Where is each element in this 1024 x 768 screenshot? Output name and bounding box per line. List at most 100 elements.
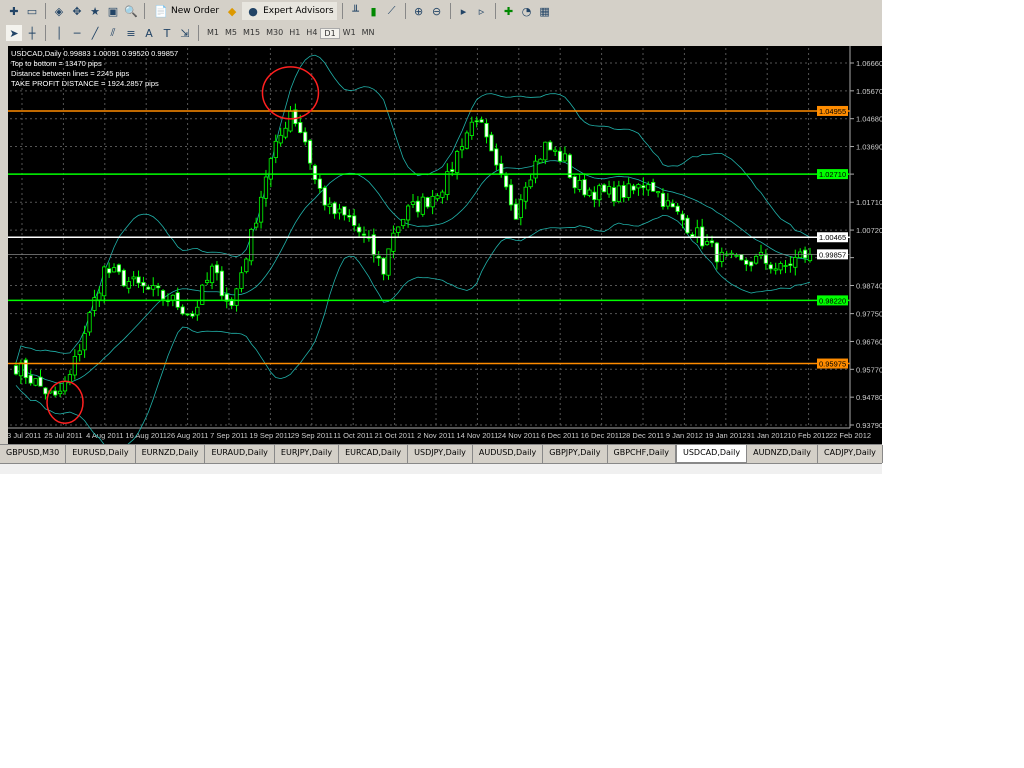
- candle-body: [606, 186, 612, 195]
- chart-tab[interactable]: USDCAD,Daily: [676, 445, 748, 463]
- timeframe-h1[interactable]: H1: [289, 27, 301, 37]
- periods-icon[interactable]: ◔: [521, 4, 532, 18]
- candle-body: [670, 203, 675, 208]
- fibonacci-icon[interactable]: ≡: [126, 26, 136, 40]
- zoom-out-icon[interactable]: ⊖: [431, 4, 442, 18]
- candle-body: [195, 306, 200, 316]
- arrows-icon[interactable]: ⇲: [180, 26, 190, 40]
- line-chart-icon[interactable]: ⟋: [387, 4, 396, 17]
- candle-body: [719, 251, 724, 262]
- chart-tab[interactable]: GBPJPY,Daily: [543, 445, 608, 463]
- chart-tab[interactable]: EURNZD,Daily: [136, 445, 206, 463]
- candle-body: [523, 186, 528, 202]
- candle-body: [160, 290, 166, 300]
- templates-icon[interactable]: ▦: [539, 4, 550, 18]
- channel-icon[interactable]: ⫽: [110, 26, 116, 39]
- vertical-line-icon[interactable]: │: [55, 26, 63, 40]
- candle-body: [518, 199, 523, 218]
- candle-body: [626, 183, 631, 198]
- candle-body: [445, 171, 450, 195]
- chart-tab[interactable]: AUDNZD,Daily: [747, 445, 819, 463]
- expert-advisors-button[interactable]: ● Expert Advisors: [242, 2, 337, 20]
- price-level-label: 0.95975: [819, 360, 846, 369]
- candle-body: [528, 179, 533, 188]
- timeframe-m30[interactable]: M30: [266, 27, 284, 37]
- price-level-label: 1.04955: [819, 107, 846, 116]
- horizontal-line-icon[interactable]: ─: [73, 26, 81, 40]
- date-tick-label: 4 Aug 2011: [86, 431, 123, 440]
- candle-body: [234, 288, 239, 306]
- chart-tab[interactable]: AUDUSD,Daily: [473, 445, 544, 463]
- tester-icon[interactable]: 🔍: [124, 4, 138, 18]
- candle-body: [430, 195, 435, 208]
- chart-tab[interactable]: EURAUD,Daily: [205, 445, 275, 463]
- bar-chart-icon[interactable]: ╨: [352, 4, 359, 18]
- new-chart-icon[interactable]: ✚: [9, 4, 19, 18]
- candle-body: [298, 122, 303, 134]
- data-window-icon[interactable]: ✥: [72, 4, 82, 18]
- timeframe-mn[interactable]: MN: [361, 27, 375, 37]
- timeframe-w1[interactable]: W1: [342, 27, 356, 37]
- cursor-icon[interactable]: ➤: [6, 25, 22, 41]
- candle-body: [58, 390, 63, 395]
- candlestick-icon[interactable]: ▮: [370, 4, 377, 18]
- new-order-button[interactable]: 📄 New Order: [150, 2, 222, 20]
- candle-body: [513, 203, 519, 220]
- candle-body: [156, 285, 161, 289]
- candle-body: [180, 306, 185, 315]
- candle-body: [557, 150, 563, 162]
- price-tick-label: 1.06660: [856, 59, 882, 68]
- indicators-icon[interactable]: ✚: [503, 4, 514, 18]
- candle-body: [499, 163, 504, 175]
- navigator-icon[interactable]: ★: [90, 4, 100, 18]
- crosshair-icon[interactable]: ┼: [28, 26, 36, 40]
- expert-advisors-icon: ●: [248, 4, 258, 18]
- autoscroll-icon[interactable]: ▸: [460, 4, 467, 18]
- chart-tab[interactable]: USDJPY,Daily: [408, 445, 473, 463]
- price-chart[interactable]: 1.06660 1.05670 1.04680 1.03690 1.01710 1.007…: [3, 46, 883, 451]
- timeframe-d1[interactable]: D1: [320, 27, 340, 39]
- chart-tab[interactable]: GBPUSD,M30: [0, 445, 67, 463]
- zoom-in-icon[interactable]: ⊕: [413, 4, 424, 18]
- candle-body: [244, 258, 249, 273]
- candle-body: [111, 267, 117, 273]
- price-level-label: 1.00465: [819, 233, 846, 242]
- price-level-badge: [817, 169, 848, 180]
- market-watch-icon[interactable]: ◈: [54, 4, 64, 18]
- bollinger-middle: [15, 160, 811, 384]
- candle-body: [121, 269, 126, 287]
- candle-body: [753, 255, 759, 264]
- terminal-icon[interactable]: ▣: [107, 4, 119, 18]
- chart-tab[interactable]: EURCAD,Daily: [339, 445, 409, 463]
- candle-body: [352, 215, 357, 226]
- candle-body: [396, 226, 401, 233]
- profiles-icon[interactable]: ▭: [26, 4, 38, 18]
- text-icon[interactable]: A: [145, 26, 153, 40]
- candle-body: [293, 109, 298, 125]
- candle-body: [778, 263, 783, 271]
- timeframe-m1[interactable]: M1: [207, 27, 219, 37]
- chart-tab[interactable]: EURJPY,Daily: [275, 445, 340, 463]
- timeframe-m5[interactable]: M5: [225, 27, 237, 37]
- chart-canvas[interactable]: 1.06660 1.05670 1.04680 1.03690 1.01710 1.007…: [3, 46, 883, 451]
- candle-body: [116, 264, 122, 273]
- chart-shift-icon[interactable]: ▹: [478, 4, 485, 18]
- timeframe-h4[interactable]: H4: [306, 27, 318, 37]
- metaeditor-icon[interactable]: ◆: [227, 4, 237, 18]
- candle-body: [312, 165, 318, 180]
- chart-tab[interactable]: EURUSD,Daily: [66, 445, 136, 463]
- candle-body: [646, 184, 651, 191]
- price-level-badge: [817, 295, 848, 306]
- chart-tab[interactable]: GBPCHF,Daily: [608, 445, 676, 463]
- candle-body: [651, 182, 656, 192]
- chart-tab[interactable]: CADJPY,Daily: [818, 445, 883, 463]
- timeframe-m15[interactable]: M15: [243, 27, 261, 37]
- candle-body: [53, 390, 58, 396]
- candle-body: [170, 294, 175, 301]
- candle-body: [146, 286, 151, 290]
- text-label-icon[interactable]: T: [163, 26, 171, 40]
- candle-body: [401, 218, 406, 227]
- candle-body: [690, 234, 695, 237]
- trendline-icon[interactable]: ╱: [91, 26, 99, 40]
- candle-body: [303, 131, 308, 143]
